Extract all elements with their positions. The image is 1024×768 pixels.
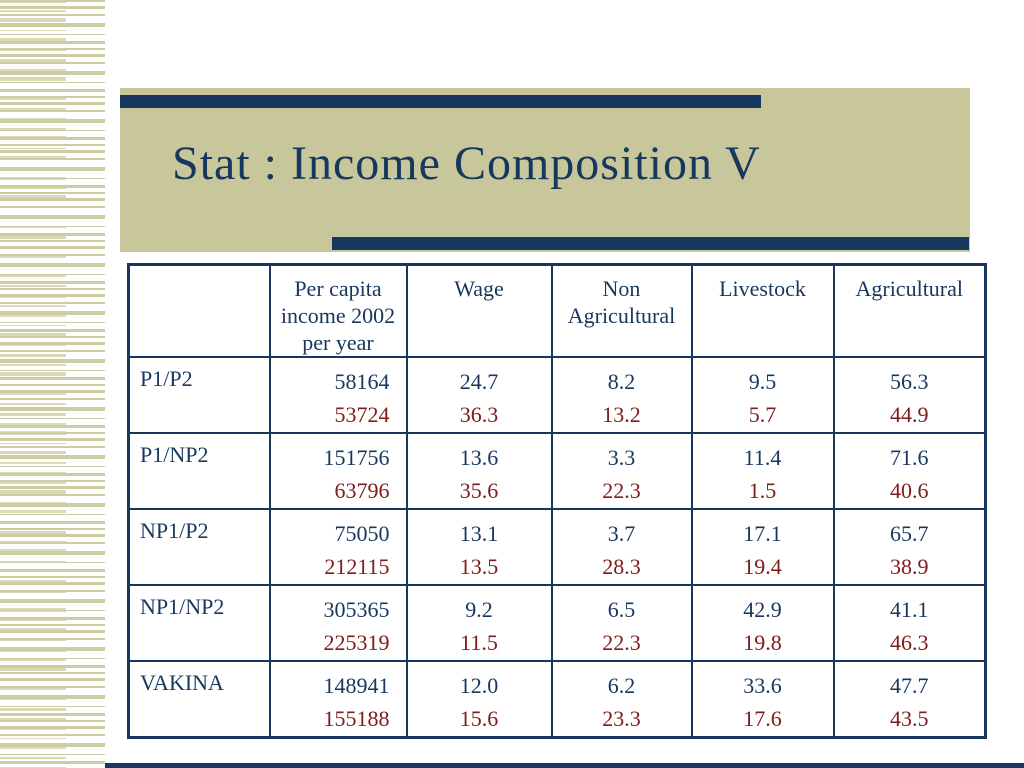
value-primary: 71.6 bbox=[890, 445, 929, 470]
data-cell-income: 305365 225319 bbox=[268, 584, 408, 662]
value-secondary: 53724 bbox=[334, 402, 390, 427]
header-cell-non-agricultural: Non Agricultural bbox=[550, 263, 693, 358]
value-primary: 6.2 bbox=[607, 673, 636, 698]
data-cell-agricultural: 41.1 46.3 bbox=[832, 584, 987, 662]
value-primary: 17.1 bbox=[743, 521, 782, 546]
value-primary: 24.7 bbox=[459, 369, 499, 394]
value-primary: 47.7 bbox=[890, 673, 929, 698]
value-secondary: 19.8 bbox=[743, 630, 782, 655]
value-secondary: 15.6 bbox=[459, 706, 499, 731]
data-cell-non-agricultural: 3.3 22.3 bbox=[550, 432, 693, 510]
title-banner bbox=[120, 88, 970, 252]
header-cell-empty bbox=[127, 263, 271, 358]
left-stripe-decoration bbox=[0, 0, 105, 768]
value-primary: 9.2 bbox=[465, 597, 493, 622]
header-row: Per capita income 2002 per year Wage Non… bbox=[127, 263, 987, 358]
value-secondary: 63796 bbox=[334, 478, 390, 503]
value-secondary: 43.5 bbox=[890, 706, 929, 731]
data-cell-livestock: 33.6 17.6 bbox=[690, 660, 835, 738]
header-cell-livestock: Livestock bbox=[690, 263, 835, 358]
value-secondary: 225319 bbox=[323, 630, 390, 655]
value-secondary: 1.5 bbox=[748, 478, 777, 503]
value-secondary: 22.3 bbox=[602, 478, 641, 503]
value-primary: 33.6 bbox=[743, 673, 782, 698]
data-cell-wage: 13.1 13.5 bbox=[405, 508, 553, 586]
data-cell-income: 151756 63796 bbox=[268, 432, 408, 510]
data-cell-agricultural: 71.6 40.6 bbox=[832, 432, 987, 510]
value-primary: 12.0 bbox=[459, 673, 499, 698]
value-primary: 13.6 bbox=[459, 445, 499, 470]
bottom-accent-bar bbox=[332, 237, 969, 250]
value-secondary: 5.7 bbox=[748, 402, 777, 427]
value-primary: 65.7 bbox=[890, 521, 929, 546]
data-cell-livestock: 9.5 5.7 bbox=[690, 356, 835, 434]
value-primary: 3.7 bbox=[607, 521, 636, 546]
value-primary: 6.5 bbox=[607, 597, 636, 622]
data-cell-income: 75050 212115 bbox=[268, 508, 408, 586]
value-secondary: 40.6 bbox=[890, 478, 929, 503]
row-label: VAKINA bbox=[127, 660, 271, 738]
value-secondary: 155188 bbox=[323, 706, 390, 731]
table-row: NP1/P2 75050 212115 13.1 13.5 3.7 28.3 1… bbox=[127, 508, 987, 586]
value-secondary: 28.3 bbox=[602, 554, 641, 579]
data-cell-non-agricultural: 8.2 13.2 bbox=[550, 356, 693, 434]
table-row: P1/NP2 151756 63796 13.6 35.6 3.3 22.3 1… bbox=[127, 432, 987, 510]
value-secondary: 13.2 bbox=[602, 402, 641, 427]
value-primary: 41.1 bbox=[890, 597, 929, 622]
row-label: P1/P2 bbox=[127, 356, 271, 434]
value-primary: 148941 bbox=[323, 673, 390, 698]
data-cell-livestock: 17.1 19.4 bbox=[690, 508, 835, 586]
value-secondary: 22.3 bbox=[602, 630, 641, 655]
footer-accent-bar bbox=[105, 763, 1024, 768]
value-secondary: 36.3 bbox=[459, 402, 499, 427]
data-cell-wage: 13.6 35.6 bbox=[405, 432, 553, 510]
value-primary: 305365 bbox=[323, 597, 390, 622]
value-secondary: 13.5 bbox=[459, 554, 499, 579]
row-label: P1/NP2 bbox=[127, 432, 271, 510]
row-label: NP1/P2 bbox=[127, 508, 271, 586]
value-secondary: 23.3 bbox=[602, 706, 641, 731]
value-secondary: 46.3 bbox=[890, 630, 929, 655]
top-accent-bar bbox=[120, 95, 761, 108]
value-primary: 58164 bbox=[334, 369, 390, 394]
value-primary: 13.1 bbox=[459, 521, 499, 546]
value-secondary: 44.9 bbox=[890, 402, 929, 427]
header-cell-wage: Wage bbox=[405, 263, 553, 358]
data-cell-non-agricultural: 6.2 23.3 bbox=[550, 660, 693, 738]
table-row: VAKINA 148941 155188 12.0 15.6 6.2 23.3 … bbox=[127, 660, 987, 738]
value-primary: 75050 bbox=[334, 521, 390, 546]
value-primary: 151756 bbox=[323, 445, 390, 470]
table-row: P1/P2 58164 53724 24.7 36.3 8.2 13.2 9.5… bbox=[127, 356, 987, 434]
data-cell-agricultural: 65.7 38.9 bbox=[832, 508, 987, 586]
table-row: NP1/NP2 305365 225319 9.2 11.5 6.5 22.3 … bbox=[127, 584, 987, 662]
value-primary: 8.2 bbox=[607, 369, 636, 394]
data-cell-agricultural: 56.3 44.9 bbox=[832, 356, 987, 434]
value-secondary: 19.4 bbox=[743, 554, 782, 579]
value-secondary: 38.9 bbox=[890, 554, 929, 579]
slide-title: Stat : Income Composition V bbox=[172, 137, 761, 190]
value-secondary: 17.6 bbox=[743, 706, 782, 731]
data-cell-non-agricultural: 6.5 22.3 bbox=[550, 584, 693, 662]
value-primary: 11.4 bbox=[743, 445, 782, 470]
value-primary: 9.5 bbox=[748, 369, 777, 394]
value-secondary: 212115 bbox=[324, 554, 390, 579]
data-cell-wage: 24.7 36.3 bbox=[405, 356, 553, 434]
data-cell-income: 58164 53724 bbox=[268, 356, 408, 434]
value-secondary: 35.6 bbox=[459, 478, 499, 503]
header-cell-agricultural: Agricultural bbox=[832, 263, 987, 358]
data-cell-agricultural: 47.7 43.5 bbox=[832, 660, 987, 738]
header-cell-per-capita-income: Per capita income 2002 per year bbox=[268, 263, 408, 358]
data-cell-wage: 12.0 15.6 bbox=[405, 660, 553, 738]
value-primary: 3.3 bbox=[607, 445, 636, 470]
data-cell-wage: 9.2 11.5 bbox=[405, 584, 553, 662]
income-composition-table: Per capita income 2002 per year Wage Non… bbox=[127, 263, 987, 739]
value-primary: 56.3 bbox=[890, 369, 929, 394]
value-secondary: 11.5 bbox=[460, 630, 498, 655]
row-label: NP1/NP2 bbox=[127, 584, 271, 662]
data-cell-non-agricultural: 3.7 28.3 bbox=[550, 508, 693, 586]
data-cell-income: 148941 155188 bbox=[268, 660, 408, 738]
data-cell-livestock: 42.9 19.8 bbox=[690, 584, 835, 662]
data-cell-livestock: 11.4 1.5 bbox=[690, 432, 835, 510]
value-primary: 42.9 bbox=[743, 597, 782, 622]
